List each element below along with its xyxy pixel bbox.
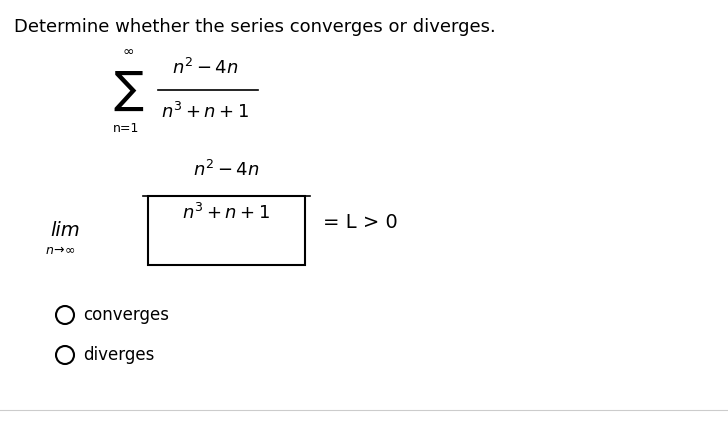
Text: = L > 0: = L > 0 (323, 213, 397, 232)
Text: n=1: n=1 (113, 122, 139, 135)
Text: $n^3 + n + 1$: $n^3 + n + 1$ (161, 102, 249, 122)
FancyBboxPatch shape (148, 196, 305, 265)
Text: $n\!\to\!\infty$: $n\!\to\!\infty$ (45, 244, 75, 257)
Text: ∑: ∑ (113, 68, 143, 111)
Text: $n^3 + n + 1$: $n^3 + n + 1$ (183, 203, 271, 223)
Text: ∞: ∞ (122, 45, 134, 59)
Text: Determine whether the series converges or diverges.: Determine whether the series converges o… (14, 18, 496, 36)
Text: $n^2 - 4n$: $n^2 - 4n$ (193, 160, 260, 180)
Text: lim: lim (50, 221, 80, 240)
Text: diverges: diverges (83, 346, 154, 364)
Text: $n^2 - 4n$: $n^2 - 4n$ (172, 58, 238, 78)
Text: converges: converges (83, 306, 169, 324)
